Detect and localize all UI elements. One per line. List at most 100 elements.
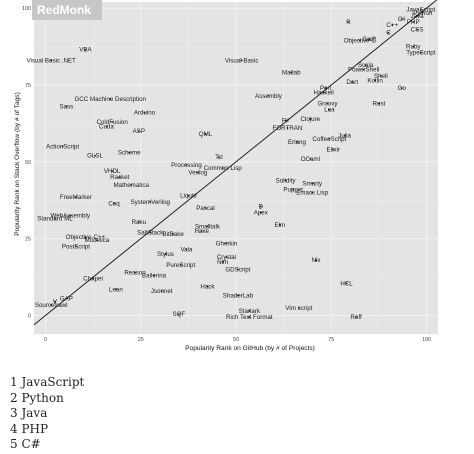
data-point	[278, 223, 281, 226]
data-point	[379, 74, 382, 77]
point-label: Erlang	[288, 139, 306, 146]
point-label: Starlark	[239, 308, 261, 315]
data-point	[179, 263, 182, 266]
data-point	[416, 14, 418, 17]
data-point	[160, 290, 163, 292]
data-point	[187, 194, 190, 197]
point-label: Scheme	[118, 150, 141, 157]
point-label: PHP	[407, 19, 420, 26]
brand-box	[32, 0, 102, 20]
gridlines	[34, 2, 438, 334]
point-label: Solidity	[276, 177, 297, 184]
data-point	[311, 191, 314, 194]
data-point	[221, 260, 224, 263]
point-label: Racket	[110, 174, 130, 181]
data-point	[84, 48, 87, 51]
point-label: Raku	[132, 219, 147, 226]
data-point	[343, 134, 346, 137]
data-point	[328, 137, 331, 140]
data-point	[358, 39, 361, 42]
data-point	[196, 171, 199, 174]
data-point	[137, 220, 140, 223]
data-point	[378, 102, 380, 105]
point-label: Sass	[60, 104, 74, 111]
data-point	[400, 18, 403, 20]
point-label: Smalltalk	[195, 223, 221, 230]
point-label: Roff	[350, 314, 362, 321]
data-point	[296, 140, 298, 143]
point-label: V	[53, 299, 58, 306]
data-point	[309, 117, 312, 120]
data-point	[267, 94, 270, 97]
data-point	[143, 111, 146, 114]
x-axis-label: Popularity Rank on GitHub (by # of Proje…	[185, 345, 315, 352]
data-point	[115, 288, 117, 291]
point-label: Kotlin	[367, 77, 383, 84]
data-point	[118, 176, 121, 179]
data-point	[225, 256, 228, 259]
point-label: SQF	[172, 311, 185, 318]
data-point	[311, 182, 314, 185]
data-point	[284, 119, 287, 122]
data-point	[69, 214, 72, 217]
data-point	[200, 230, 203, 232]
point-label: Emacs Lisp	[296, 190, 329, 197]
rank-item: 3 Java	[10, 406, 48, 420]
point-label: Java	[410, 13, 424, 20]
data-point	[284, 179, 287, 182]
rank-item: 2 Python	[10, 390, 64, 405]
data-point	[259, 205, 262, 208]
data-point	[290, 71, 293, 74]
data-point	[185, 164, 188, 166]
scatter-chart: 0 25 50 75 100 0 25 50 75 100 JavaScriptPythonJa…	[14, 0, 438, 352]
data-point	[75, 196, 77, 199]
data-point	[328, 108, 331, 111]
data-point	[315, 259, 317, 262]
data-point	[109, 97, 112, 100]
point-label: C	[386, 30, 391, 37]
data-point	[75, 245, 77, 248]
point-label: PowerShell	[348, 67, 379, 74]
point-label: Chapel	[83, 276, 103, 283]
point-label: Tcl	[215, 154, 223, 161]
data-point	[332, 148, 335, 151]
point-label: SystemVerilog	[130, 199, 170, 206]
data-point	[400, 87, 403, 89]
point-label: WebAssembly	[50, 213, 90, 220]
point-label: Stylus	[157, 251, 174, 258]
x-axis-ticks: 0 25 50 75 100	[44, 337, 431, 343]
point-label: Mathematica	[113, 182, 149, 189]
point-label: Puppet	[283, 187, 303, 194]
data-point	[54, 217, 56, 220]
point-label: CoffeeScript	[312, 136, 346, 143]
rank-item: 4 PHP	[10, 421, 49, 436]
data-point	[355, 316, 357, 318]
data-point	[185, 248, 188, 251]
point-label: GCC Machine Description	[74, 96, 146, 103]
point-label: R	[346, 19, 351, 26]
point-label: FreeMarker	[60, 194, 92, 201]
point-label: Rich Text Format	[226, 314, 273, 321]
point-label: Visual Basic .NET	[26, 57, 76, 64]
point-label: Visual Basic	[225, 57, 259, 64]
point-label: ASP	[133, 128, 145, 135]
data-point	[94, 154, 96, 157]
point-label: Nim	[217, 259, 228, 266]
point-label: GLSL	[87, 153, 103, 160]
point-label: HCL	[340, 280, 353, 287]
data-point	[351, 81, 354, 83]
data-point	[292, 188, 295, 191]
data-point	[416, 28, 418, 31]
data-point	[421, 11, 424, 14]
data-point	[153, 274, 155, 277]
y-axis-ticks: 0 25 50 75 100	[22, 6, 31, 319]
point-label: Scala	[358, 62, 374, 69]
data-point	[65, 297, 68, 300]
x-tick-label: 75	[328, 337, 334, 343]
point-label: Cuda	[99, 124, 114, 131]
data-point	[105, 125, 108, 128]
data-point	[326, 102, 329, 105]
data-point	[259, 211, 262, 214]
point-label: Assembly	[255, 93, 283, 100]
data-point	[149, 200, 152, 203]
